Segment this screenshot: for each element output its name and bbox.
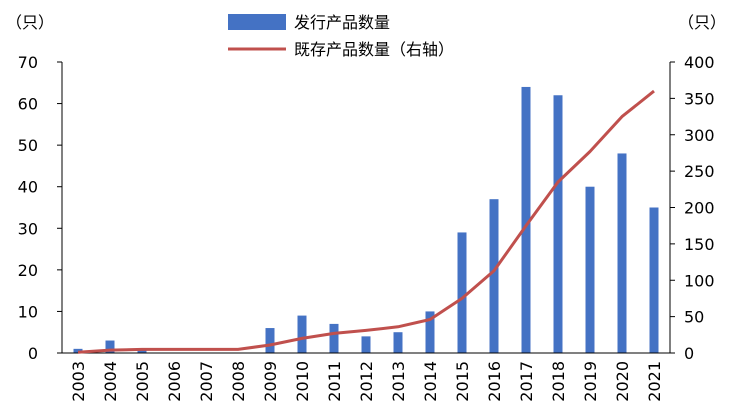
x-tick-label: 2005 (133, 361, 152, 402)
right-axis-unit: （只） (678, 13, 726, 32)
x-tick-label: 2012 (357, 361, 376, 402)
bar-2017 (521, 86, 531, 353)
bar-2010 (297, 315, 307, 353)
x-tick-label: 2021 (645, 361, 664, 402)
x-tick-label: 2011 (325, 361, 344, 402)
x-tick-label: 2008 (229, 361, 248, 402)
x-tick-label: 2009 (261, 361, 280, 402)
legend: 发行产品数量 既存产品数量（右轴） (228, 13, 454, 59)
x-axis: 2003 2004 2005 2006 2007 2008 2009 2010 2011 2012… (62, 352, 670, 402)
legend-label-line: 既存产品数量（右轴） (294, 40, 454, 59)
right-tick-label: 250 (684, 162, 715, 181)
line-series (77, 89, 655, 354)
bar-2016 (489, 199, 499, 353)
x-tick-label: 2004 (101, 361, 120, 402)
left-tick-label: 50 (18, 136, 38, 155)
legend-label-bar: 发行产品数量 (294, 13, 390, 32)
bar-2005 (137, 348, 147, 353)
x-tick-label: 2020 (613, 361, 632, 402)
x-tick-label: 2013 (389, 361, 408, 402)
bar-series (73, 86, 659, 353)
line-existing-products (77, 89, 655, 354)
left-tick-label: 40 (18, 178, 38, 197)
bar-2021 (649, 207, 659, 353)
bar-2015 (457, 232, 467, 353)
left-tick-label: 30 (18, 219, 38, 238)
x-tick-label: 2017 (517, 361, 536, 402)
left-tick-label: 60 (18, 95, 38, 114)
legend-swatch-bar (228, 14, 286, 30)
x-tick-label: 2010 (293, 361, 312, 402)
right-tick-label: 200 (684, 199, 715, 218)
left-tick-label: 70 (18, 53, 38, 72)
left-tick-label: 0 (28, 344, 38, 363)
bar-2018 (553, 95, 563, 353)
bar-2019 (585, 186, 595, 353)
bar-2004 (105, 340, 115, 353)
left-axis-unit: （只） (6, 13, 54, 32)
x-tick-label: 2007 (197, 361, 216, 402)
right-tick-label: 150 (684, 235, 715, 254)
bar-2011 (329, 323, 339, 353)
right-tick-label: 350 (684, 89, 715, 108)
left-tick-label: 10 (18, 302, 38, 321)
bar-2014 (425, 311, 435, 353)
bar-2020 (617, 153, 627, 353)
bar-2012 (361, 336, 371, 353)
left-tick-label: 20 (18, 261, 38, 280)
right-tick-label: 0 (684, 344, 694, 363)
x-tick-label: 2016 (485, 361, 504, 402)
x-tick-label: 2019 (581, 361, 600, 402)
right-tick-label: 50 (684, 308, 704, 327)
left-axis: 0 10 20 30 40 50 60 70 (18, 53, 63, 363)
right-tick-label: 400 (684, 53, 715, 72)
x-tick-label: 2018 (549, 361, 568, 402)
bar-2009 (265, 328, 275, 353)
right-tick-label: 300 (684, 126, 715, 145)
x-tick-label: 2015 (453, 361, 472, 402)
x-tick-label: 2003 (69, 361, 88, 402)
right-axis: 0 50 100 150 200 250 300 350 400 (669, 53, 715, 363)
right-tick-label: 100 (684, 271, 715, 290)
bar-2013 (393, 332, 403, 353)
x-tick-label: 2014 (421, 361, 440, 402)
x-tick-label: 2006 (165, 361, 184, 402)
